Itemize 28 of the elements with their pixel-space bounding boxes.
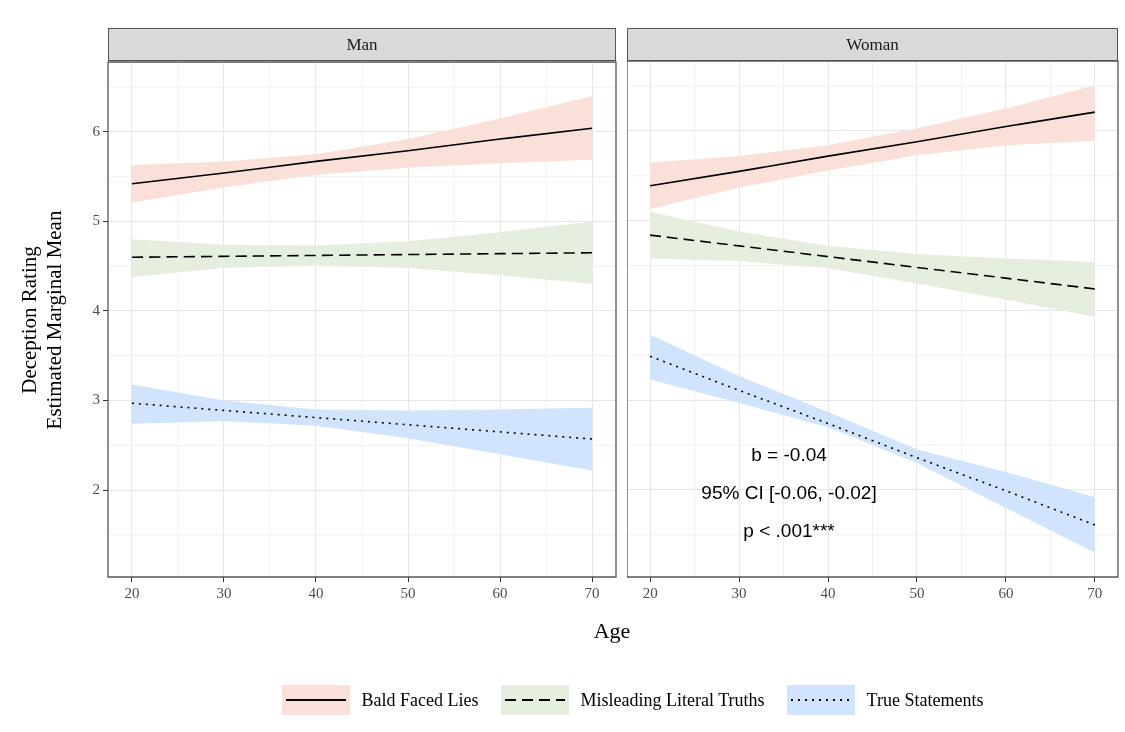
line-series [131,402,593,440]
y-tick-label: 5 [92,212,100,229]
x-tick-label: 30 [216,584,232,601]
x-tick-label: 70 [584,584,600,601]
legend-label: Misleading Literal Truths [580,689,765,711]
x-tick-label: 70 [1087,584,1103,601]
legend-label: Bald Faced Lies [361,689,479,711]
y-tick-label: 3 [92,391,100,408]
chart-title: Woman [627,28,1118,61]
y-tick-label: 4 [92,301,101,318]
x-tick-label: 60 [492,584,508,601]
x-tick-label: 20 [642,584,658,601]
x-tick-label: 60 [998,584,1014,601]
y-tick-label: 6 [92,122,101,139]
y-axis-title: Deception Rating Estimated Marginal Mean [17,210,67,430]
x-axis-title: Age [592,618,632,644]
x-tick-label: 40 [820,584,836,601]
y-tick-label: 2 [92,481,100,498]
legend-label: True Statements [866,689,984,711]
annotation: b = -0.04 [751,443,828,465]
chart-title: Man [108,28,616,61]
annotation: 95% CI [-0.06, -0.02] [701,481,877,503]
x-tick-label: 50 [400,584,416,601]
x-tick-label: 40 [308,584,324,601]
x-tick-label: 30 [731,584,747,601]
x-tick-label: 50 [909,584,925,601]
x-tick-label: 20 [124,584,140,601]
annotation: p < .001*** [743,519,836,541]
